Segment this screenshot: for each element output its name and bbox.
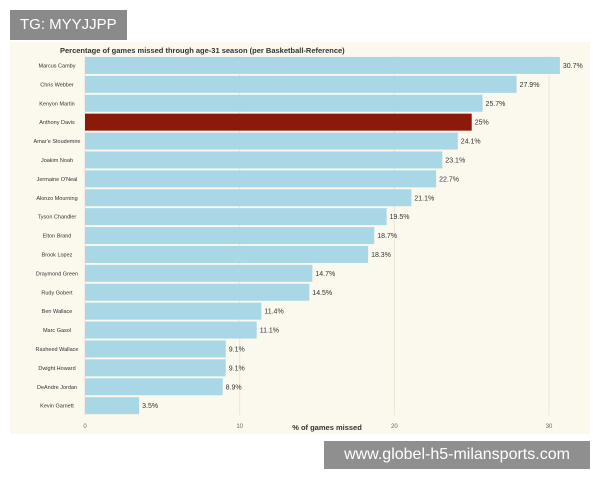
- value-label-elton-brand: 18.7%: [377, 233, 397, 240]
- bar-deandre-jordan: [85, 378, 223, 396]
- bar-tyson-chandler: [85, 208, 387, 226]
- bar-rasheed-wallace: [85, 340, 226, 358]
- category-label-kevin-garnett: Kevin Garnett: [40, 404, 74, 410]
- value-label-rasheed-wallace: 9.1%: [229, 346, 245, 353]
- value-label-ben-wallace: 11.4%: [264, 309, 283, 316]
- category-label-ben-wallace: Ben Wallace: [42, 309, 73, 315]
- bar-draymond-green: [85, 264, 313, 282]
- value-label-dwight-howard: 9.1%: [229, 365, 245, 372]
- x-tick-label-30: 30: [546, 424, 553, 430]
- value-label-marcus-camby: 30.7%: [563, 63, 583, 70]
- value-label-alonzo-mourning: 21.1%: [414, 195, 434, 202]
- bar-dwight-howard: [85, 359, 226, 377]
- watermark-overlay: www.globel-h5-milansports.com: [324, 441, 590, 469]
- category-label-deandre-jordan: DeAndre Jordan: [37, 385, 77, 391]
- value-label-draymond-green: 14.7%: [315, 271, 335, 278]
- bar-joakim-noah: [85, 151, 443, 169]
- value-label-rudy-gobert: 14.5%: [312, 290, 332, 297]
- bar-ben-wallace: [85, 302, 262, 320]
- bar-amar-e-stoudemire: [85, 132, 458, 150]
- category-label-marc-gasol: Marc Gasol: [43, 328, 71, 334]
- bars-layer: [85, 56, 560, 415]
- bar-rudy-gobert: [85, 283, 310, 301]
- chart-panel: Percentage of games missed through age-3…: [10, 42, 590, 434]
- category-label-joakim-noah: Joakim Noah: [41, 158, 73, 164]
- value-label-amar-e-stoudemire: 24.1%: [461, 139, 481, 146]
- category-label-alonzo-mourning: Alonzo Mourning: [36, 196, 77, 202]
- value-label-marc-gasol: 11.1%: [260, 328, 279, 335]
- value-label-chris-webber: 27.9%: [520, 82, 540, 89]
- category-label-dwight-howard: Dwight Howard: [38, 366, 75, 372]
- category-label-chris-webber: Chris Webber: [40, 82, 74, 88]
- bar-elton-brand: [85, 227, 375, 245]
- category-label-brook-lopez: Brook Lopez: [42, 252, 73, 258]
- value-label-joakim-noah: 23.1%: [445, 157, 465, 164]
- category-label-jermaine-o-neal: Jermaine O'Neal: [37, 177, 78, 183]
- value-label-tyson-chandler: 19.5%: [390, 214, 410, 221]
- value-label-anthony-davis: 25%: [475, 120, 489, 127]
- bar-kenyon-martin: [85, 94, 483, 112]
- category-label-rudy-gobert: Rudy Gobert: [41, 290, 73, 296]
- category-label-marcus-camby: Marcus Camby: [39, 63, 76, 69]
- category-label-rasheed-wallace: Rasheed Wallace: [36, 347, 79, 353]
- value-label-jermaine-o-neal: 22.7%: [439, 176, 459, 183]
- bar-chris-webber: [85, 75, 517, 93]
- bar-brook-lopez: [85, 245, 369, 263]
- chart-title: Percentage of games missed through age-3…: [60, 46, 345, 55]
- bar-marc-gasol: [85, 321, 257, 339]
- category-label-elton-brand: Elton Brand: [43, 234, 72, 240]
- x-tick-label-0: 0: [83, 424, 87, 430]
- x-axis-label: % of games missed: [292, 423, 362, 432]
- value-label-brook-lopez: 18.3%: [371, 252, 391, 259]
- category-label-draymond-green: Draymond Green: [36, 271, 78, 277]
- bar-kevin-garnett: [85, 397, 140, 415]
- category-label-tyson-chandler: Tyson Chandler: [38, 215, 77, 221]
- value-label-deandre-jordan: 8.9%: [226, 384, 242, 391]
- category-label-kenyon-martin: Kenyon Martin: [39, 101, 74, 107]
- value-label-kenyon-martin: 25.7%: [486, 101, 506, 108]
- labels-layer: Marcus Camby 30.7% Chris Webber 27.9% Kenyon…: [34, 63, 583, 410]
- bar-chart: Percentage of games missed through age-3…: [34, 46, 583, 432]
- bar-anthony-davis: [85, 113, 472, 131]
- bar-jermaine-o-neal: [85, 170, 437, 188]
- category-label-amar-e-stoudemire: Amar'e Stoudemire: [34, 139, 81, 145]
- bar-marcus-camby: [85, 56, 560, 74]
- tag-overlay: TG: MYYJJPP: [10, 10, 127, 40]
- x-axis-ticks: 0 10 20 30: [83, 424, 553, 430]
- bar-alonzo-mourning: [85, 189, 412, 207]
- category-label-anthony-davis: Anthony Davis: [39, 120, 75, 126]
- x-tick-label-10: 10: [236, 424, 243, 430]
- x-tick-label-20: 20: [391, 424, 398, 430]
- value-label-kevin-garnett: 3.5%: [142, 403, 158, 410]
